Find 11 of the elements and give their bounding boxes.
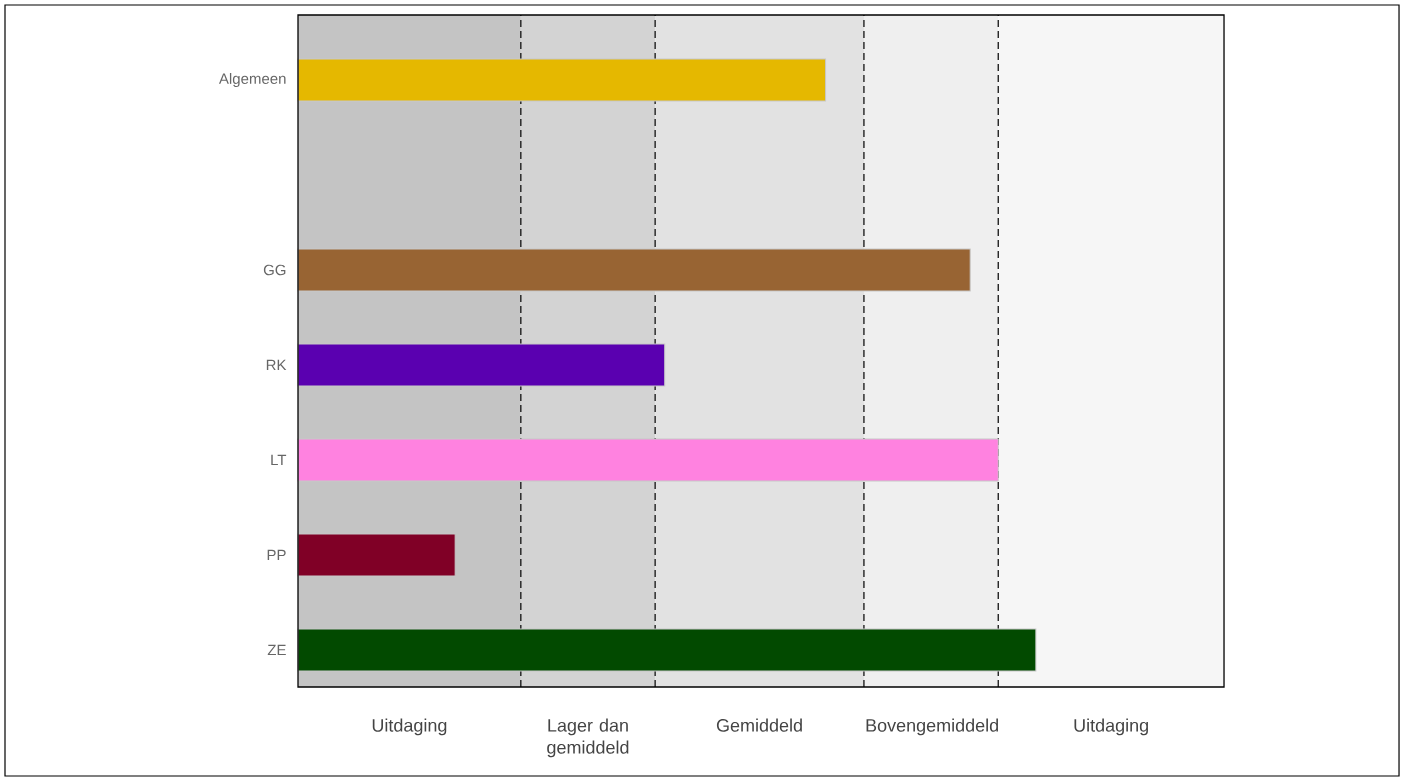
- y-tick-label: LT: [271, 454, 287, 466]
- y-tick-label: GG: [263, 264, 286, 276]
- band-label: Lager dan gemiddeld: [547, 718, 629, 758]
- y-tick-label: PP: [267, 549, 286, 561]
- band-label: Uitdaging: [1074, 718, 1148, 736]
- band-label: Uitdaging: [372, 718, 447, 736]
- band-label: Gemiddeld: [716, 718, 802, 732]
- y-tick-label: Algemeen: [218, 72, 286, 87]
- y-tick-label: ZE: [267, 644, 286, 656]
- y-tick-label: RK: [266, 359, 287, 371]
- band-label: Bovengemiddeld: [866, 718, 998, 736]
